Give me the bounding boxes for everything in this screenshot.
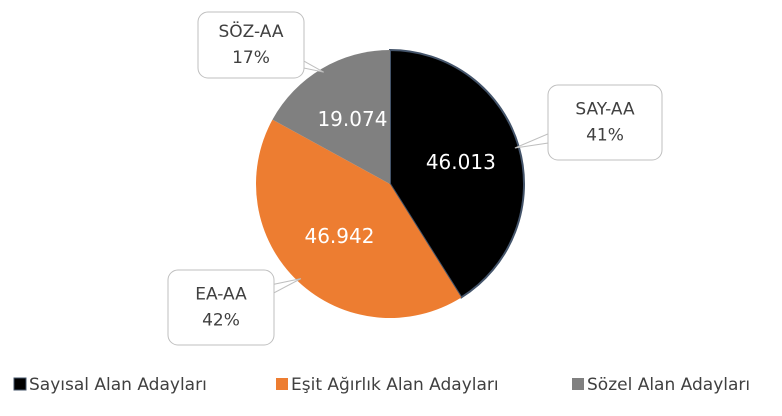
callout-box <box>197 11 305 79</box>
callout-percent: 17% <box>232 48 270 68</box>
pie-slice <box>256 119 462 318</box>
pie-slice <box>272 50 390 184</box>
callout-percent: 42% <box>202 311 240 331</box>
legend-swatch <box>13 377 27 391</box>
legend-swatch <box>276 378 288 390</box>
legend-label: Sözel Alan Adayları <box>587 375 750 395</box>
callout-box <box>167 269 275 346</box>
data-label: 19.074 <box>317 107 387 131</box>
callout-label: EA-AA <box>195 285 247 305</box>
data-label: 46.013 <box>426 150 496 174</box>
data-label: 46.942 <box>304 224 374 248</box>
callout-percent: 41% <box>586 126 624 146</box>
legend-label: Sayısal Alan Adayları <box>29 375 207 395</box>
callout-label: SAY-AA <box>575 100 635 120</box>
callout-box <box>547 84 663 161</box>
callout-label: SÖZ-AA <box>218 20 283 42</box>
legend-label: Eşit Ağırlık Alan Adayları <box>291 375 499 395</box>
legend-swatch <box>572 378 584 390</box>
